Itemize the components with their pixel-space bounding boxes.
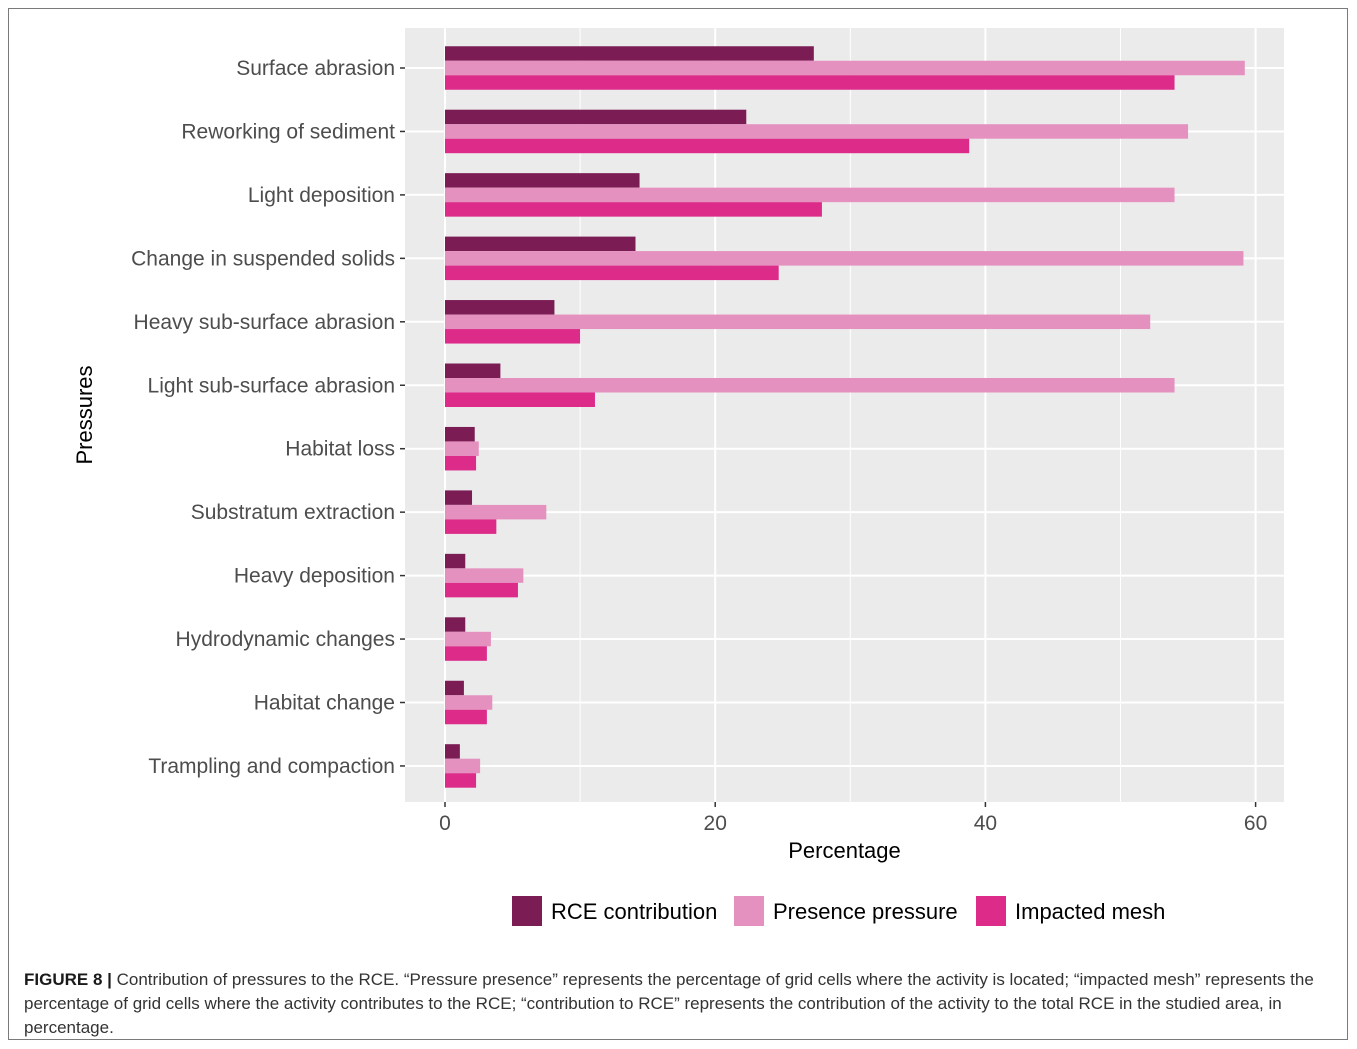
bar-presence-pressure (445, 758, 481, 774)
bar-rce-contribution (445, 46, 814, 61)
y-tick-label: Light deposition (248, 184, 395, 207)
bar-rce-contribution (445, 426, 475, 442)
bar-impacted-mesh (445, 709, 487, 725)
legend-swatch (512, 896, 542, 926)
plot-panel (405, 28, 1284, 802)
bar-presence-pressure (445, 695, 493, 710)
bar-rce-contribution (445, 173, 640, 188)
bar-rce-contribution (445, 300, 555, 315)
legend-swatch (976, 896, 1006, 926)
bar-presence-pressure (445, 314, 1151, 330)
bar-impacted-mesh (445, 202, 822, 217)
bars (445, 46, 1245, 788)
y-axis: Surface abrasion Reworking of sediment Lig… (131, 57, 405, 778)
bar-impacted-mesh (445, 392, 595, 407)
figure-frame (8, 8, 1348, 1040)
bar-presence-pressure (445, 124, 1189, 139)
bar-presence-pressure (445, 60, 1245, 76)
bar-presence-pressure (445, 504, 547, 520)
y-axis-title: Pressures (72, 365, 97, 464)
bar-impacted-mesh (445, 138, 970, 154)
x-tick-label: 20 (704, 812, 727, 835)
x-tick-label: 60 (1244, 812, 1267, 835)
y-tick-label: Heavy sub-surface abrasion (134, 311, 395, 334)
bar-presence-pressure (445, 631, 491, 647)
legend-swatch (734, 896, 764, 926)
y-tick-label: Substratum extraction (191, 501, 395, 524)
y-tick-label: Light sub-surface abrasion (148, 374, 395, 397)
bar-presence-pressure (445, 568, 524, 583)
legend-label: Presence pressure (773, 899, 958, 924)
x-tick-label: 0 (439, 812, 451, 835)
bar-rce-contribution (445, 109, 747, 125)
bar-presence-pressure (445, 441, 479, 456)
bar-impacted-mesh (445, 75, 1175, 90)
y-tick-label: Hydrodynamic changes (176, 628, 395, 651)
x-axis: 0 20 40 60 (439, 802, 1267, 835)
y-tick-label: Habitat loss (285, 438, 395, 461)
y-tick-label: Heavy deposition (234, 565, 395, 588)
bar-rce-contribution (445, 490, 473, 505)
bar-presence-pressure (445, 187, 1175, 203)
legend: RCE contribution Presence pressure Impacte… (512, 896, 1165, 926)
figure-label: FIGURE 8 | (24, 970, 112, 989)
bar-rce-contribution (445, 680, 464, 696)
bar-rce-contribution (445, 553, 466, 569)
bar-impacted-mesh (445, 329, 581, 344)
legend-label: Impacted mesh (1015, 899, 1165, 924)
bar-rce-contribution (445, 236, 636, 252)
x-axis-title: Percentage (788, 838, 901, 863)
bar-rce-contribution (445, 617, 466, 632)
legend-label: RCE contribution (551, 899, 717, 924)
bar-impacted-mesh (445, 582, 518, 598)
bar-impacted-mesh (445, 773, 477, 788)
bar-rce-contribution (445, 744, 460, 759)
bar-impacted-mesh (445, 265, 779, 281)
y-tick-label: Trampling and compaction (148, 755, 395, 778)
figure-caption-text: Contribution of pressures to the RCE. “P… (24, 970, 1314, 1037)
bar-impacted-mesh (445, 646, 487, 661)
x-tick-label: 40 (974, 812, 997, 835)
figure-caption: FIGURE 8 | Contribution of pressures to … (24, 968, 1339, 1040)
y-tick-label: Reworking of sediment (181, 120, 395, 143)
bar-rce-contribution (445, 363, 501, 378)
y-tick-label: Habitat change (254, 692, 395, 715)
bar-presence-pressure (445, 378, 1175, 393)
bar-impacted-mesh (445, 455, 477, 471)
bar-presence-pressure (445, 251, 1244, 266)
y-tick-label: Change in suspended solids (131, 247, 395, 270)
y-tick-label: Surface abrasion (236, 57, 395, 80)
bar-impacted-mesh (445, 519, 497, 534)
bar-chart: Surface abrasion Reworking of sediment Lig… (72, 28, 1284, 926)
